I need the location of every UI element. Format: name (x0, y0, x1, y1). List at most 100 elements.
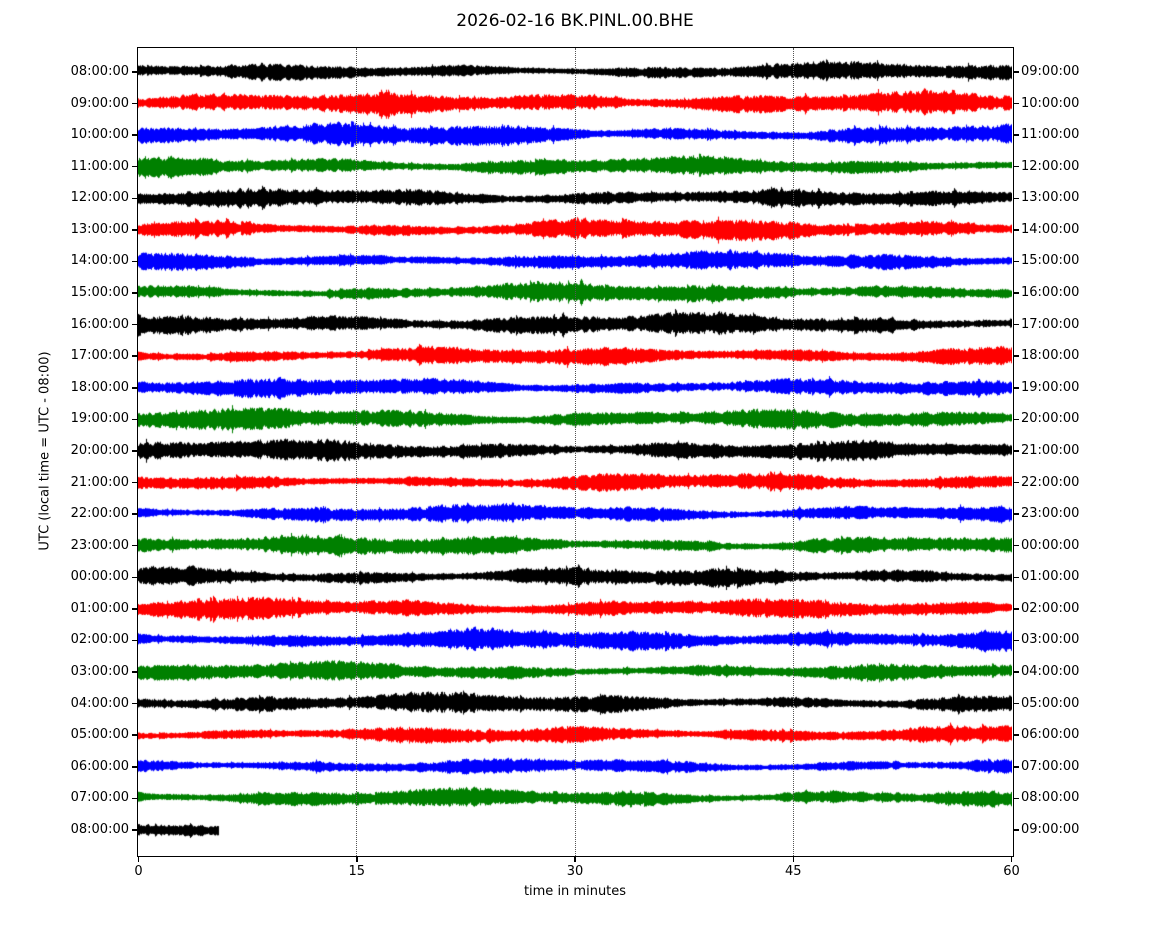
y-axis-tick-left (132, 481, 137, 484)
y-axis-tick-left (132, 734, 137, 736)
y-axis-tick-right (1013, 702, 1019, 705)
y-axis-tick-left (132, 702, 137, 705)
y-axis-tick-left (132, 766, 137, 768)
utc-tick-label: 03:00:00 (70, 664, 129, 680)
vertical-gridline (793, 48, 794, 856)
y-axis-tick-left (132, 134, 137, 136)
utc-tick-label: 12:00:00 (70, 190, 129, 206)
y-axis-tick-right (1013, 355, 1019, 357)
y-axis-tick-left (132, 165, 137, 168)
chart-title: 2026-02-16 BK.PINL.00.BHE (456, 11, 694, 31)
y-axis-tick-right (1013, 102, 1019, 105)
y-axis-tick-right (1013, 292, 1019, 294)
utc-tick-label: 14:00:00 (70, 253, 129, 269)
y-axis-tick-right (1013, 418, 1019, 421)
y-axis-tick-left (132, 355, 137, 357)
y-axis-tick-left (132, 102, 137, 105)
y-axis-tick-left (132, 639, 137, 642)
y-axis-tick-right (1013, 481, 1019, 484)
x-tick-label: 15 (348, 864, 366, 879)
y-axis-tick-right (1013, 544, 1019, 547)
y-axis-tick-right (1013, 197, 1019, 200)
x-axis-tick (1010, 856, 1013, 862)
local-tick-label: 09:00:00 (1021, 64, 1080, 79)
local-tick-label: 21:00:00 (1021, 442, 1080, 458)
x-tick-label: 60 (1003, 864, 1020, 879)
x-tick-label: 30 (566, 864, 584, 879)
vertical-gridline (574, 48, 576, 856)
y-axis-tick-right (1013, 450, 1019, 452)
utc-tick-label: 04:00:00 (70, 695, 129, 711)
utc-tick-label: 05:00:00 (70, 727, 129, 743)
y-axis-tick-right (1013, 165, 1019, 168)
utc-tick-label: 10:00:00 (70, 127, 129, 143)
local-tick-label: 08:00:00 (1021, 790, 1080, 806)
y-axis-tick-left (132, 71, 137, 73)
y-axis-tick-right (1013, 608, 1019, 610)
local-tick-label: 01:00:00 (1021, 569, 1080, 585)
y-axis-tick-right (1013, 734, 1019, 736)
x-axis-tick (792, 856, 794, 862)
utc-tick-label: 08:00:00 (70, 64, 129, 79)
y-axis-tick-right (1013, 671, 1019, 673)
local-tick-label: 11:00:00 (1021, 127, 1080, 143)
utc-tick-label: 13:00:00 (70, 221, 129, 237)
local-tick-label: 04:00:00 (1021, 664, 1080, 680)
utc-tick-label: 21:00:00 (70, 474, 129, 490)
local-tick-label: 15:00:00 (1021, 253, 1080, 269)
local-tick-label: 19:00:00 (1021, 379, 1080, 395)
y-axis-tick-right (1013, 134, 1019, 136)
y-axis-tick-left (132, 323, 137, 326)
y-axis-tick-left (132, 671, 137, 673)
utc-tick-label: 16:00:00 (70, 316, 129, 332)
local-tick-label: 00:00:00 (1021, 537, 1080, 553)
y-axis-tick-left (132, 229, 137, 231)
y-axis-tick-left (132, 608, 137, 610)
utc-tick-label: 15:00:00 (70, 285, 129, 301)
x-axis-label: time in minutes (523, 884, 627, 899)
local-tick-label: 17:00:00 (1021, 316, 1080, 332)
utc-tick-label: 19:00:00 (70, 411, 129, 427)
x-axis-tick (356, 856, 358, 862)
y-axis-tick-right (1013, 323, 1019, 326)
y-axis-tick-left (132, 450, 137, 452)
local-tick-label: 03:00:00 (1021, 632, 1080, 648)
utc-tick-label: 22:00:00 (70, 506, 129, 522)
x-axis-tick (574, 856, 576, 862)
utc-tick-label: 18:00:00 (70, 379, 129, 395)
y-axis-tick-right (1013, 229, 1019, 231)
x-tick-label: 45 (784, 864, 802, 879)
utc-tick-label: 09:00:00 (70, 95, 129, 111)
utc-tick-label: 06:00:00 (70, 758, 129, 774)
utc-tick-label: 20:00:00 (70, 442, 129, 458)
local-tick-label: 23:00:00 (1021, 506, 1080, 522)
x-tick-label: 0 (134, 864, 143, 879)
local-tick-label: 05:00:00 (1021, 695, 1080, 711)
y-axis-tick-right (1013, 260, 1019, 263)
utc-tick-label: 07:00:00 (70, 790, 129, 806)
local-tick-label: 16:00:00 (1021, 285, 1080, 301)
y-axis-tick-right (1013, 576, 1019, 579)
y-axis-tick-right (1013, 71, 1019, 73)
y-axis-tick-left (132, 418, 137, 421)
local-tick-label: 22:00:00 (1021, 474, 1080, 490)
y-axis-tick-left (132, 260, 137, 263)
local-tick-label: 20:00:00 (1021, 411, 1080, 427)
local-tick-label: 10:00:00 (1021, 95, 1080, 111)
utc-tick-label: 02:00:00 (70, 632, 129, 648)
utc-tick-label: 08:00:00 (70, 821, 129, 837)
y-axis-tick-left (132, 197, 137, 200)
y-axis-tick-right (1013, 387, 1019, 389)
local-tick-label: 09:00:00 (1021, 821, 1080, 837)
local-tick-label: 13:00:00 (1021, 190, 1080, 206)
vertical-gridline (356, 48, 357, 856)
plot-area (137, 47, 1014, 857)
local-tick-label: 12:00:00 (1021, 158, 1080, 174)
y-axis-tick-left (132, 544, 137, 547)
local-tick-label: 07:00:00 (1021, 758, 1080, 774)
y-axis-tick-right (1013, 797, 1019, 800)
utc-tick-label: 17:00:00 (70, 348, 129, 364)
utc-tick-label: 00:00:00 (70, 569, 129, 585)
y-axis-tick-right (1013, 513, 1019, 515)
